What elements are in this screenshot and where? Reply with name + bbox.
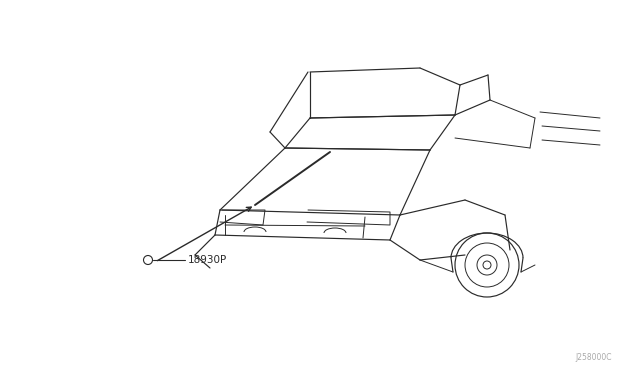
Text: 18930P: 18930P	[188, 255, 227, 265]
Text: J258000C: J258000C	[575, 353, 612, 362]
